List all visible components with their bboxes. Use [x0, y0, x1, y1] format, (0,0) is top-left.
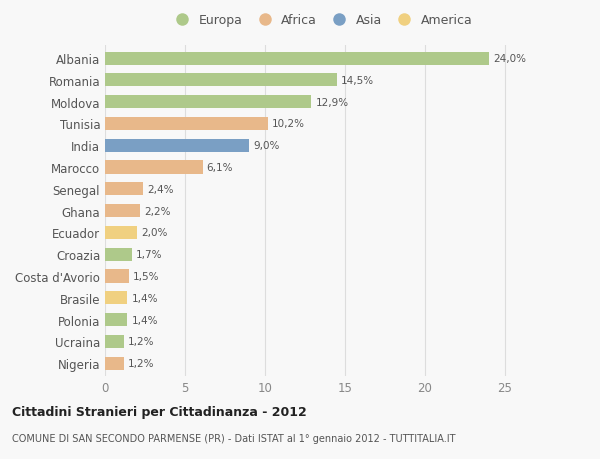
Text: 14,5%: 14,5%: [341, 76, 374, 86]
Text: 2,0%: 2,0%: [141, 228, 167, 238]
Bar: [105, 140, 249, 152]
Text: 6,1%: 6,1%: [206, 162, 233, 173]
Bar: [105, 52, 489, 66]
Text: 10,2%: 10,2%: [272, 119, 305, 129]
Text: 24,0%: 24,0%: [493, 54, 526, 64]
Text: 1,2%: 1,2%: [128, 336, 155, 347]
Bar: [105, 291, 127, 305]
Text: 2,4%: 2,4%: [148, 185, 174, 195]
Bar: [105, 205, 140, 218]
Bar: [105, 335, 124, 348]
Bar: [105, 96, 311, 109]
Text: 9,0%: 9,0%: [253, 141, 280, 151]
Bar: [105, 248, 132, 261]
Bar: [105, 161, 203, 174]
Text: 1,5%: 1,5%: [133, 271, 160, 281]
Text: Cittadini Stranieri per Cittadinanza - 2012: Cittadini Stranieri per Cittadinanza - 2…: [12, 405, 307, 419]
Text: COMUNE DI SAN SECONDO PARMENSE (PR) - Dati ISTAT al 1° gennaio 2012 - TUTTITALIA: COMUNE DI SAN SECONDO PARMENSE (PR) - Da…: [12, 433, 455, 442]
Bar: [105, 74, 337, 87]
Bar: [105, 357, 124, 370]
Text: 1,4%: 1,4%: [131, 315, 158, 325]
Text: 2,2%: 2,2%: [144, 206, 170, 216]
Bar: [105, 313, 127, 326]
Bar: [105, 118, 268, 131]
Legend: Europa, Africa, Asia, America: Europa, Africa, Asia, America: [164, 9, 478, 32]
Text: 1,2%: 1,2%: [128, 358, 155, 368]
Text: 1,4%: 1,4%: [131, 293, 158, 303]
Bar: [105, 270, 129, 283]
Bar: [105, 183, 143, 196]
Text: 12,9%: 12,9%: [316, 97, 349, 107]
Bar: [105, 226, 137, 240]
Text: 1,7%: 1,7%: [136, 250, 163, 260]
